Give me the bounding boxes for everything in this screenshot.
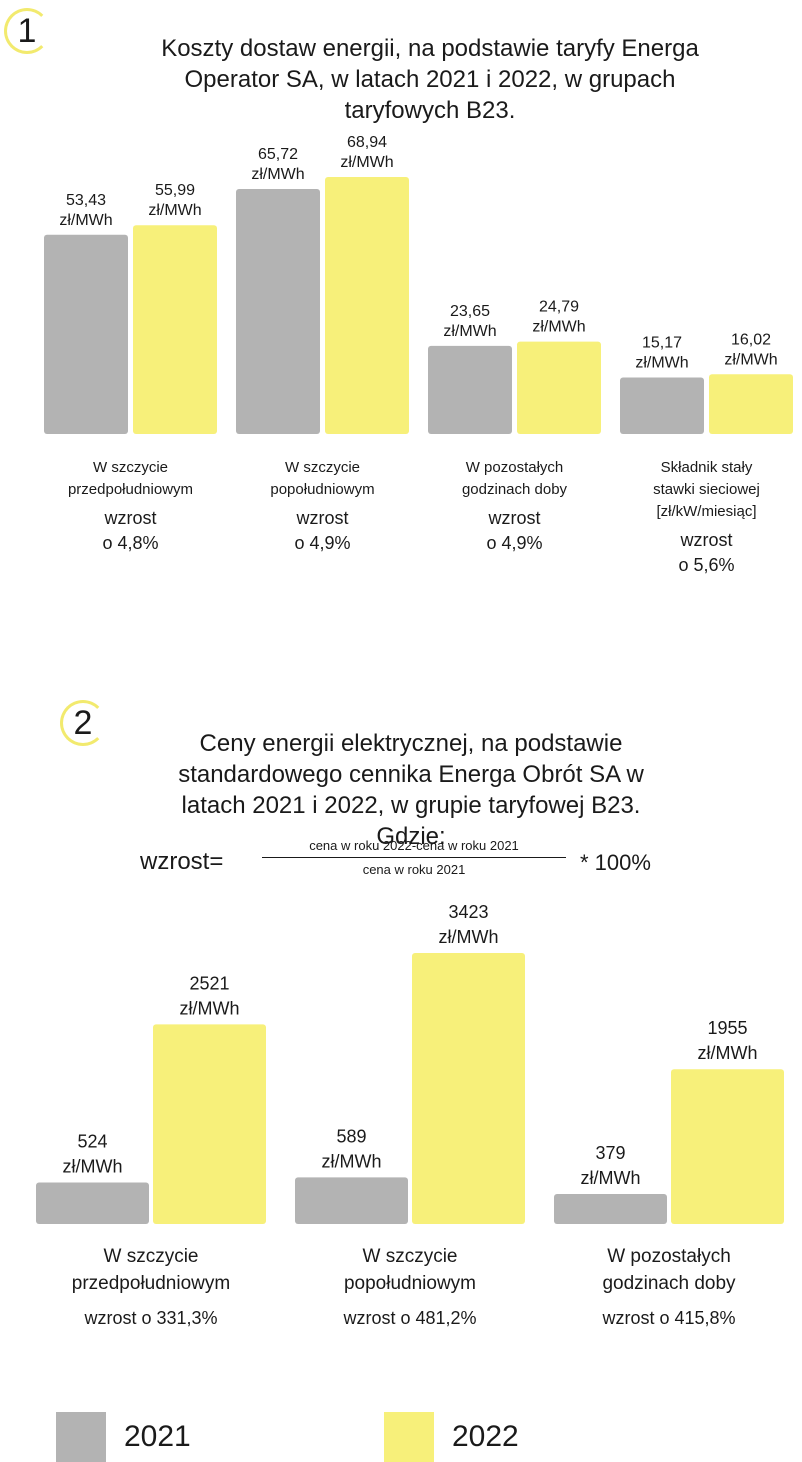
legend-label-2022: 2022	[452, 1420, 519, 1453]
category-label-3-line-1: W pozostałych	[607, 1246, 731, 1267]
data-label-unit-2021-3: zł/MWh	[443, 323, 496, 340]
formula-lhs: wzrost=	[140, 848, 224, 875]
data-label-2021-3: 23,65	[450, 303, 490, 320]
bar-2021-3	[554, 1193, 667, 1224]
growth-label-4-line-1: wzrost	[679, 530, 732, 550]
category-label-1-line-1: W szczycie	[93, 459, 168, 476]
growth-label-2-line-2: o 4,9%	[294, 533, 350, 553]
data-label-2021-2: 589	[336, 1126, 366, 1146]
growth-label-2-line-1: wzrost	[295, 508, 348, 528]
growth-label-1-line-1: wzrost o 331,3%	[83, 1308, 217, 1328]
growth-label-1-line-1: wzrost	[103, 508, 156, 528]
category-label-3-line-1: W pozostałych	[466, 459, 564, 476]
category-label-1-line-2: przedpołudniowym	[72, 1273, 230, 1294]
data-label-2022-1: 55,99	[155, 182, 195, 199]
formula-fraction-line	[262, 857, 566, 858]
legend-swatch-2022	[384, 1412, 434, 1462]
data-label-unit-2022-1: zł/MWh	[180, 998, 240, 1018]
data-label-2021-2: 65,72	[258, 146, 298, 163]
bar-2021-1	[44, 234, 128, 434]
formula-fraction: cena w roku 2022-cena w roku 2021 cena w…	[262, 838, 566, 877]
data-label-2022-3: 1955	[707, 1018, 747, 1038]
data-label-2022-2: 68,94	[347, 134, 387, 151]
growth-label-2-line-1: wzrost o 481,2%	[342, 1308, 476, 1328]
section1-badge: 1	[4, 8, 50, 54]
data-label-unit-2022-4: zł/MWh	[724, 351, 777, 368]
bar-2022-2	[412, 953, 525, 1224]
chart1: 53,43 zł/MWh 55,99 zł/MWh W szczycie przedpoł…	[44, 134, 793, 575]
data-label-unit-2022-3: zł/MWh	[532, 319, 585, 336]
growth-label-1-line-2: o 4,8%	[102, 533, 158, 553]
bar-2022-3	[517, 341, 601, 434]
chart2-title: Ceny energii elektrycznej, na podstawie …	[178, 730, 644, 850]
chart2: 524 zł/MWh 2521 zł/MWh W szczycie przedpołudn…	[36, 902, 784, 1328]
data-label-unit-2022-1: zł/MWh	[148, 202, 201, 219]
category-label-4-line-1: Składnik stały	[661, 459, 753, 476]
bar-2021-3	[428, 345, 512, 434]
chart1-title: Koszty dostaw energii, na podstawie tary…	[161, 35, 699, 124]
growth-label-4-line-2: o 5,6%	[678, 555, 734, 575]
data-label-2021-4: 15,17	[642, 334, 682, 351]
growth-label-3-line-2: o 4,9%	[486, 533, 542, 553]
bar-2022-1	[153, 1024, 266, 1224]
growth-label-3-line-1: wzrost o 415,8%	[601, 1308, 735, 1328]
data-label-unit-2022-2: zł/MWh	[340, 154, 393, 171]
bar-2022-1	[133, 225, 217, 434]
data-label-unit-2022-2: zł/MWh	[439, 927, 499, 947]
formula-numerator: cena w roku 2022-cena w roku 2021	[309, 838, 519, 853]
data-label-unit-2021-1: zł/MWh	[63, 1157, 123, 1177]
data-label-2022-4: 16,02	[731, 331, 771, 348]
data-label-unit-2021-2: zł/MWh	[251, 166, 304, 183]
bar-2021-4	[620, 377, 704, 434]
data-label-2022-2: 3423	[448, 902, 488, 922]
bar-2021-2	[295, 1177, 408, 1224]
category-label-4-line-3: [zł/kW/miesiąc]	[656, 503, 756, 520]
formula-rhs: * 100%	[580, 850, 651, 875]
formula-denominator: cena w roku 2021	[362, 862, 466, 877]
data-label-2021-3: 379	[595, 1143, 625, 1163]
category-label-2-line-1: W szczycie	[285, 459, 360, 476]
category-label-4-line-2: stawki sieciowej	[653, 481, 760, 498]
bar-2022-2	[325, 176, 409, 435]
data-label-unit-2022-3: zł/MWh	[698, 1043, 758, 1063]
data-label-unit-2021-3: zł/MWh	[581, 1168, 641, 1188]
category-label-2-line-1: W szczycie	[363, 1246, 458, 1267]
category-label-3-line-2: godzinach doby	[462, 481, 568, 498]
bar-2022-3	[671, 1069, 784, 1224]
category-label-2-line-2: popołudniowym	[344, 1273, 476, 1294]
data-label-unit-2021-4: zł/MWh	[635, 354, 688, 371]
data-label-2021-1: 524	[77, 1132, 107, 1152]
category-label-2-line-2: popołudniowym	[270, 481, 374, 498]
bar-2021-2	[236, 188, 320, 434]
bar-2021-1	[36, 1182, 149, 1224]
section2-badge: 2	[60, 700, 106, 746]
data-label-unit-2021-2: zł/MWh	[322, 1151, 382, 1171]
growth-label-3-line-1: wzrost	[487, 508, 540, 528]
legend-label-2021: 2021	[124, 1420, 191, 1453]
data-label-2021-1: 53,43	[66, 192, 106, 209]
legend-swatch-2021	[56, 1412, 106, 1462]
category-label-3-line-2: godzinach doby	[602, 1273, 736, 1294]
bar-2022-4	[709, 374, 793, 434]
category-label-1-line-2: przedpołudniowym	[68, 481, 193, 498]
data-label-2022-1: 2521	[189, 973, 229, 993]
data-label-unit-2021-1: zł/MWh	[59, 212, 112, 229]
data-label-2022-3: 24,79	[539, 299, 579, 316]
category-label-1-line-1: W szczycie	[104, 1246, 199, 1267]
